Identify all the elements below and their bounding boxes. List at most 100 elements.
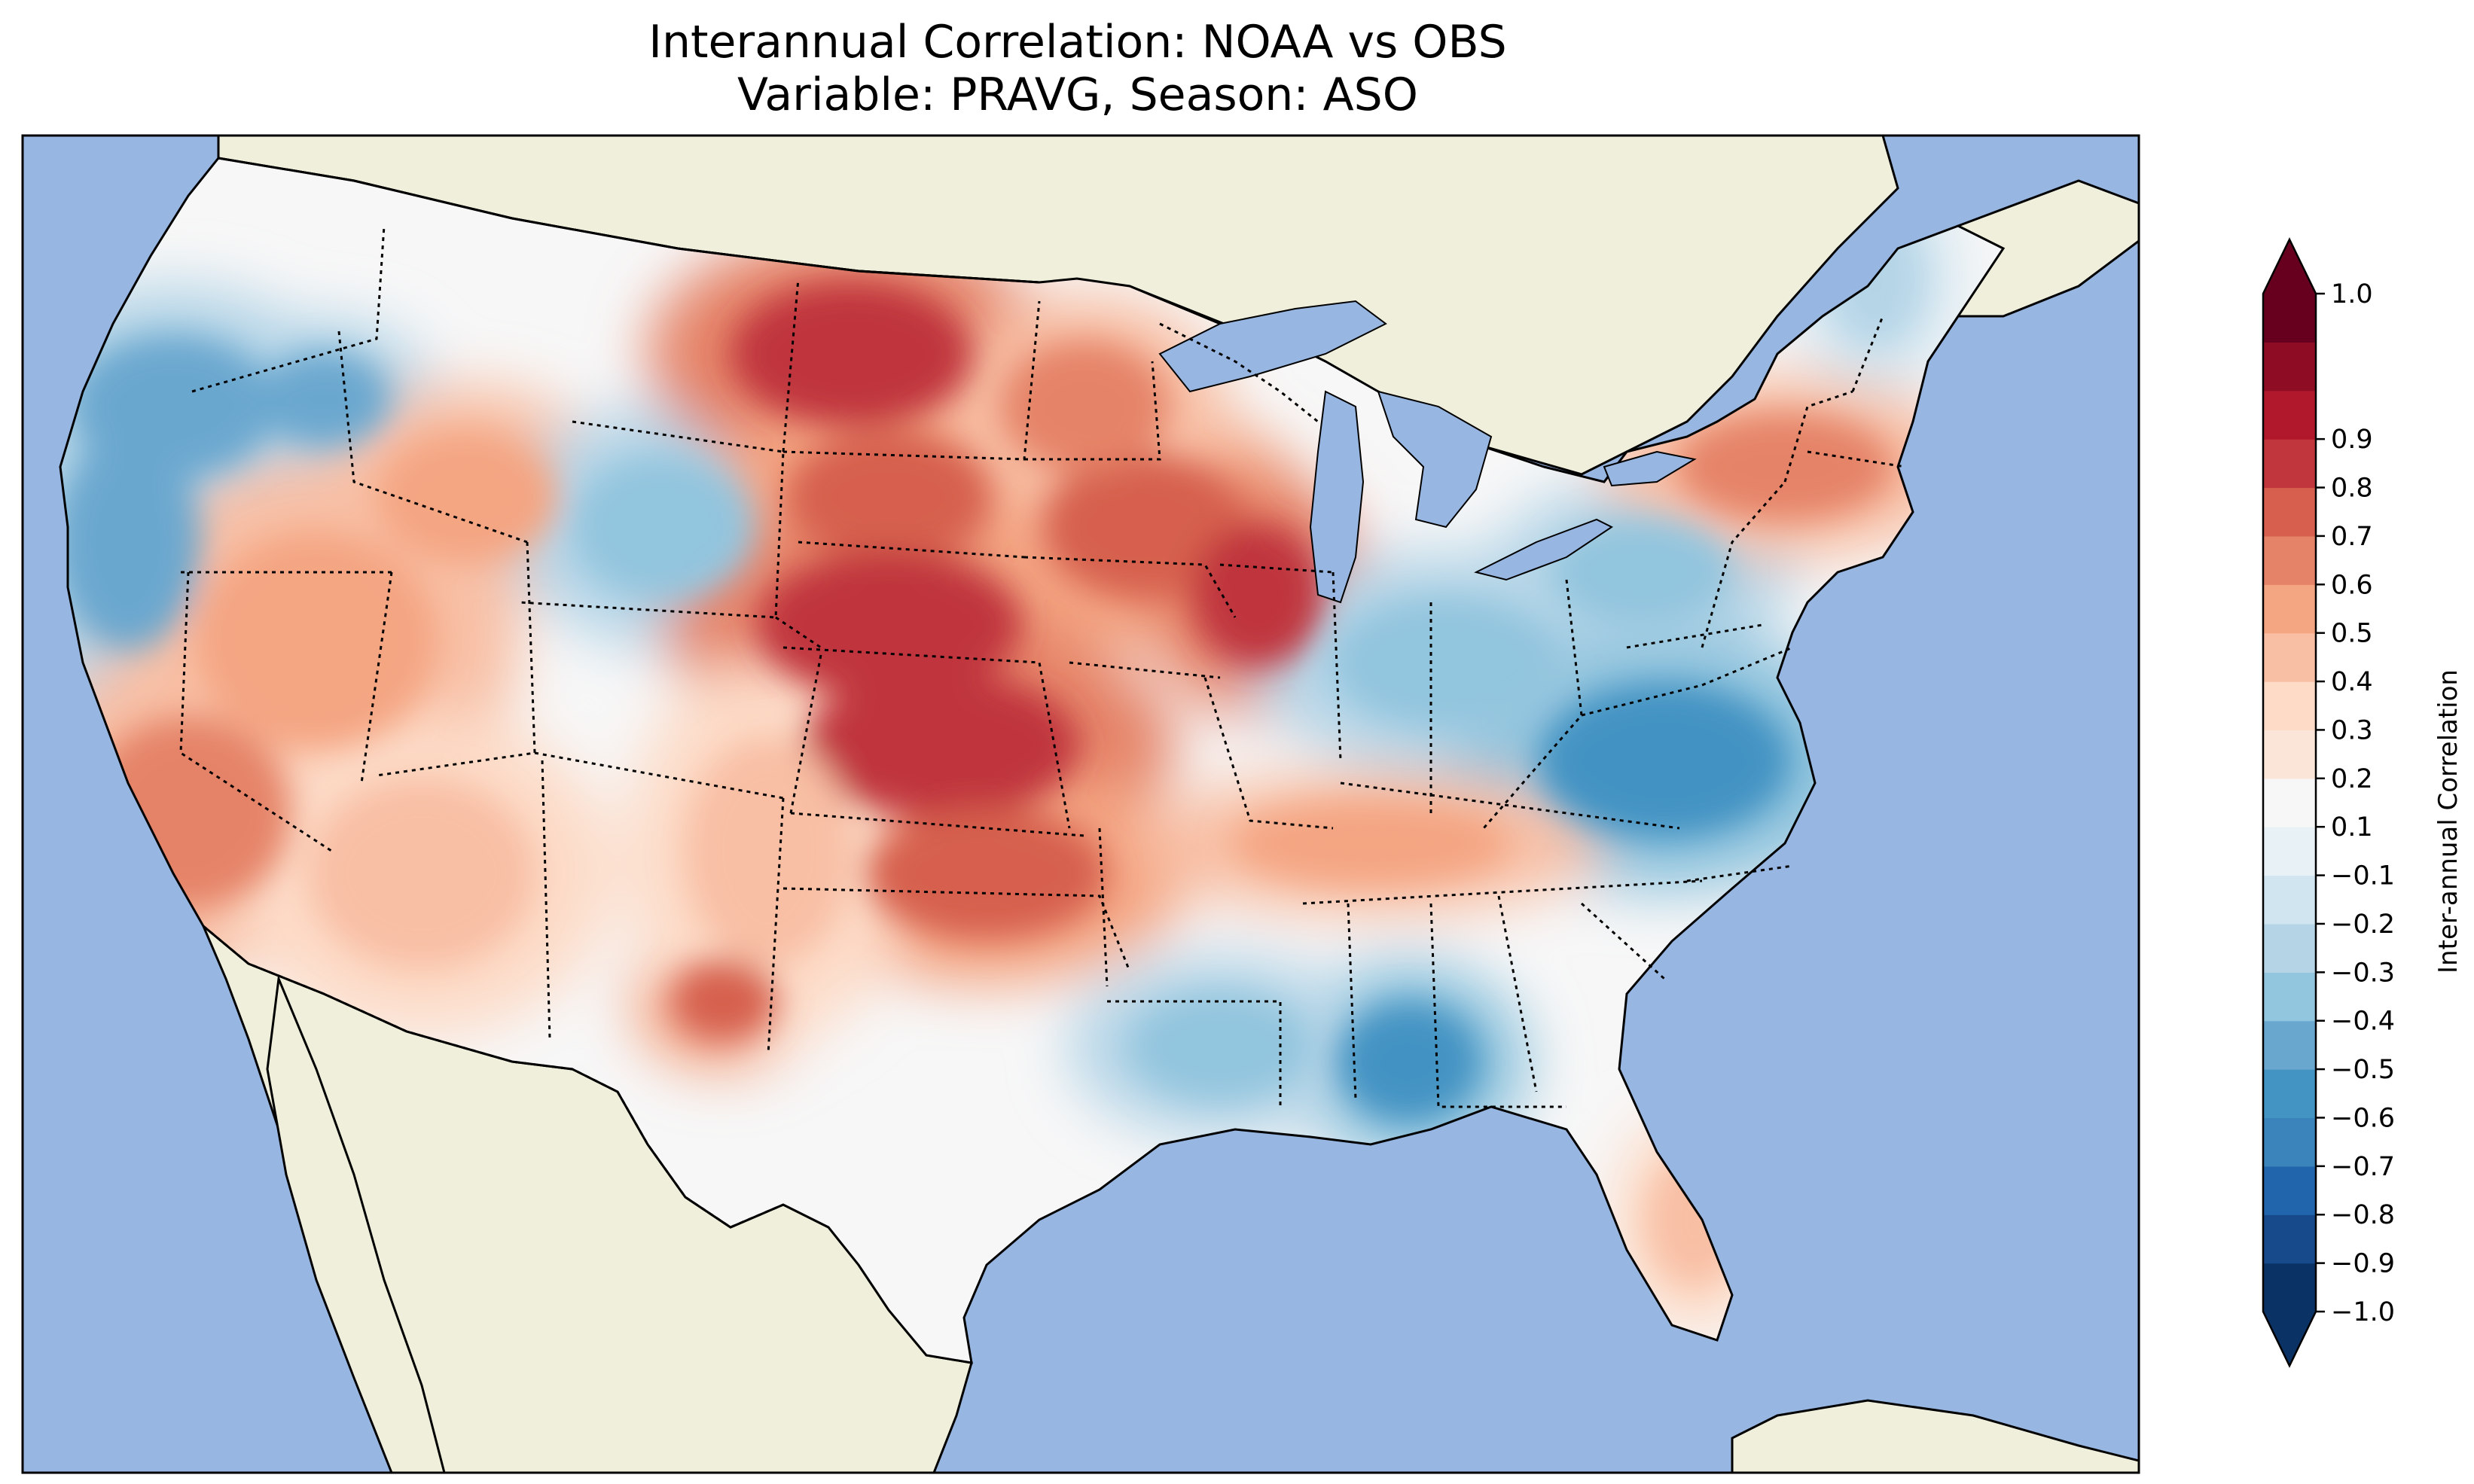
region-core [60,434,200,651]
state-border [782,887,1131,972]
region-core [307,777,536,970]
state-border [1851,315,1884,392]
chart-title-line1: Interannual Correlation: NOAA vs OBS [648,16,1506,69]
region-core [196,532,437,748]
state-border [789,654,822,814]
state-border [191,225,386,393]
colorbar-label: Inter-annual Correlation [2433,669,2463,974]
us-mexico-border [203,925,784,1229]
state-border [1098,827,1109,987]
colorbar-tick-label: −1.0 [2331,1297,2395,1327]
state-border [1701,481,1786,648]
state-border [519,420,785,619]
state-border [782,646,1071,829]
state-border [534,751,784,800]
colorbar-tick-label: −0.6 [2331,1103,2395,1133]
state-border [1332,571,1342,761]
state-border [337,331,528,544]
colorbar-tick-label: −0.3 [2331,958,2395,988]
region-core [1191,523,1324,667]
colorbar-tick-label: −0.4 [2331,1007,2395,1037]
state-border [541,760,551,1040]
region-core [1042,455,1247,599]
colorbar-tick-label: 0.9 [2331,425,2373,455]
colorbar-segment [2263,632,2316,682]
baja-california-land [266,974,446,1473]
colorbar-tick-label: 0.4 [2331,667,2373,697]
region-core [866,807,1107,940]
state-border [1107,1000,1282,1107]
colorbar-tick-label: 0.5 [2331,619,2373,649]
colorbar-tick-label: −0.5 [2331,1055,2395,1085]
colorbar-segment [2263,487,2316,537]
colorbar-segment [2263,1263,2316,1312]
state-border [1069,661,1221,679]
colorbar-tick-label: −0.8 [2331,1200,2395,1230]
state-border [1626,623,1763,649]
region-core [1332,596,1560,729]
colorbar-segment [2263,1020,2316,1070]
chart-title-line2: Variable: PRAVG, Season: ASO [737,69,1418,121]
region-core [803,673,1080,818]
lake-erie [1474,518,1613,581]
colorbar-tick-label: 0.1 [2331,812,2373,843]
state-border [1302,879,1703,905]
state-border [360,571,393,784]
colorbar: −1.0 −0.9 −0.8 −0.7 −0.6 −0.5 −0.4 −0.3 −0.2 −0.1… [2262,237,2395,1368]
colorbar-segment [2263,1069,2316,1119]
lake-superior [1158,300,1387,393]
colorbar-segment [2263,778,2316,827]
region-core [786,431,991,563]
colorbar-tick-label: 0.6 [2331,570,2373,600]
state-border [1340,782,1680,830]
colorbar-segment [2263,342,2316,392]
region-core [1232,801,1509,885]
colorbar-tick-label: −0.7 [2331,1152,2395,1182]
state-border [1429,903,1566,1108]
cuba-land [1731,1399,2139,1473]
state-border [1203,677,1334,830]
lake-ontario [1603,450,1697,487]
region-core [684,736,853,965]
region-core [1551,518,1732,626]
region-core [756,553,1021,697]
colorbar-extend-max [2263,239,2316,294]
region-core [669,959,777,1044]
state-border [1580,902,1666,980]
colorbar-segment [2263,827,2316,876]
state-border [1159,322,1319,423]
region-core [1676,413,1893,521]
region-core [1000,340,1169,473]
lake-huron [1377,390,1493,529]
colorbar-segment [2263,1166,2316,1215]
lake-michigan [1309,390,1365,604]
colorbar-tick-label: −0.1 [2331,861,2395,891]
region-core [731,282,972,426]
state-border [1219,563,1334,574]
state-border [1024,361,1161,461]
colorbar-segment [2263,972,2316,1022]
colorbar-segment [2263,681,2316,731]
colorbar-segment [2263,1214,2316,1264]
state-border [376,541,536,777]
map-frame [21,134,2140,1474]
colorbar-extend-min [2263,1312,2316,1366]
state-border [179,571,332,852]
canada-maritimes-land [1957,179,2139,318]
colorbar-tick-label: −0.2 [2331,910,2395,940]
colorbar-tick-label: −0.9 [2331,1249,2395,1279]
colorbar-tick-label: 0.7 [2331,522,2373,552]
state-border [1497,895,1538,1092]
state-border [767,797,785,1055]
colorbar-segment [2263,584,2316,634]
colorbar-segment [2263,390,2316,440]
region-core [1130,992,1310,1101]
state-border [1686,864,1793,882]
region-core [1336,1001,1481,1122]
state-border [1783,390,1853,483]
colorbar-tick-label: 1.0 [2331,279,2373,309]
colorbar-tick-label: 0.2 [2331,764,2373,794]
colorbar-segment [2263,1117,2316,1167]
